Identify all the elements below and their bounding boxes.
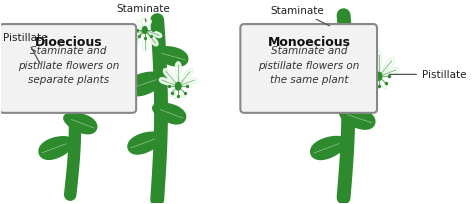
Polygon shape [126,73,165,96]
Polygon shape [178,87,185,98]
Polygon shape [329,34,342,50]
Polygon shape [145,31,158,47]
Polygon shape [340,108,375,130]
Polygon shape [175,63,181,87]
Polygon shape [359,68,379,77]
Polygon shape [178,69,193,87]
Ellipse shape [48,68,54,76]
FancyBboxPatch shape [0,25,136,113]
Polygon shape [137,22,145,31]
Polygon shape [164,69,178,87]
Polygon shape [29,72,51,82]
Text: Staminate and
pistillate flowers on
separate plants: Staminate and pistillate flowers on sepa… [18,45,119,85]
Polygon shape [39,137,74,160]
Text: Staminate: Staminate [116,4,170,22]
Polygon shape [379,77,386,89]
Polygon shape [132,31,145,47]
Polygon shape [169,87,178,97]
Polygon shape [376,51,382,77]
Polygon shape [51,72,68,92]
Polygon shape [154,48,188,67]
Polygon shape [153,104,186,124]
Polygon shape [174,87,179,100]
Ellipse shape [327,30,332,37]
Polygon shape [145,31,162,38]
FancyBboxPatch shape [240,25,377,113]
Ellipse shape [376,73,382,81]
Polygon shape [312,34,329,41]
Polygon shape [342,43,378,63]
Text: Pistillate: Pistillate [389,70,466,80]
Polygon shape [329,34,346,41]
Polygon shape [326,22,330,34]
Polygon shape [375,77,380,91]
Polygon shape [329,23,336,34]
Polygon shape [141,19,145,31]
Polygon shape [51,72,73,82]
Polygon shape [370,77,379,88]
Polygon shape [310,75,348,98]
Polygon shape [145,21,151,31]
Polygon shape [128,133,163,154]
Text: Staminate: Staminate [271,6,329,27]
Polygon shape [310,137,347,160]
Polygon shape [66,70,100,89]
Polygon shape [51,59,59,72]
Polygon shape [34,72,51,92]
Polygon shape [327,34,332,55]
Polygon shape [38,89,75,110]
Polygon shape [142,31,147,52]
Polygon shape [128,31,145,38]
Polygon shape [178,78,197,87]
Polygon shape [316,34,329,50]
Polygon shape [321,24,329,34]
Polygon shape [47,57,52,72]
Text: Pistillate: Pistillate [3,33,48,65]
Ellipse shape [142,28,147,34]
Polygon shape [41,60,51,72]
Text: Dioecious: Dioecious [35,36,102,49]
Polygon shape [379,68,399,77]
Polygon shape [159,78,178,87]
Polygon shape [64,113,97,134]
Polygon shape [364,58,379,77]
Text: Monoecious: Monoecious [268,36,351,49]
Ellipse shape [175,83,181,91]
Polygon shape [48,72,55,100]
Text: Staminate and
pistillate flowers on
the same plant: Staminate and pistillate flowers on the … [258,45,360,85]
Polygon shape [379,58,394,77]
